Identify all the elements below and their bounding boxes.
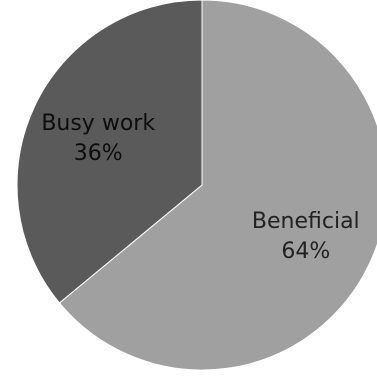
pie-label-busy-work: Busy work 36% (41, 111, 155, 166)
pie-label-beneficial: Beneficial 64% (252, 209, 360, 264)
pie-label-value: 64% (281, 239, 330, 264)
pie-slices (16, 0, 377, 371)
pie-label-category: Busy work (41, 111, 155, 136)
pie-slice-busy-work (16, 0, 203, 304)
pie-label-category: Beneficial (252, 209, 360, 234)
pie-slice-beneficial (58, 0, 377, 371)
pie-label-value: 36% (74, 141, 123, 166)
pie-labels: Beneficial 64% Busy work 36% (41, 111, 359, 264)
